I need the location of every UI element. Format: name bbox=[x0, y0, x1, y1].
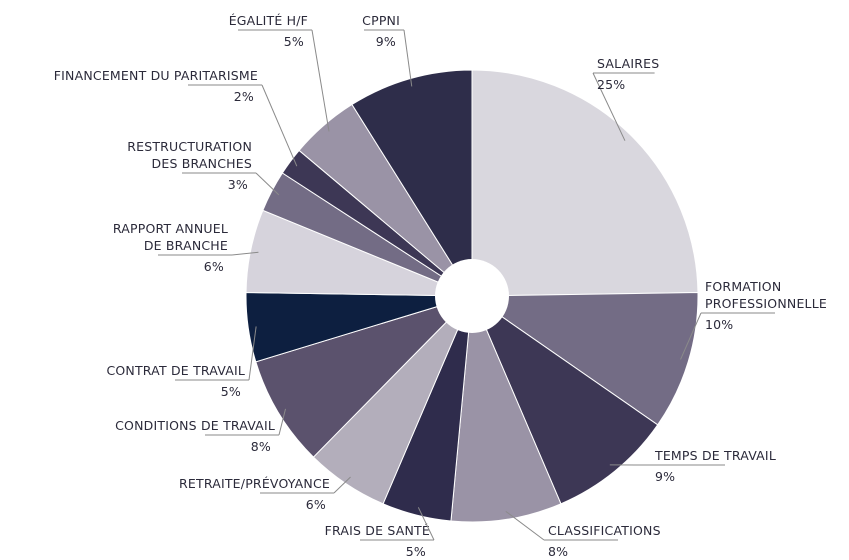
leader-line bbox=[261, 84, 298, 167]
pie-slice bbox=[450, 295, 562, 523]
slice-label: RAPPORT ANNUEL DE BRANCHE bbox=[113, 221, 228, 253]
pie-slice bbox=[470, 291, 699, 426]
value-label: 9% bbox=[655, 469, 675, 484]
slice-label: RESTRUCTURATION DES BRANCHES bbox=[127, 139, 252, 171]
pie-slice bbox=[470, 294, 659, 505]
label-line: DE BRANCHE bbox=[144, 238, 228, 253]
leader-line bbox=[255, 172, 280, 196]
label-line: FORMATION bbox=[705, 279, 781, 294]
leader-line bbox=[403, 29, 413, 87]
value-label: 2% bbox=[234, 89, 254, 104]
value-label: 8% bbox=[251, 439, 271, 454]
leader-line bbox=[278, 408, 286, 436]
slice-label: CLASSIFICATIONS bbox=[548, 523, 661, 538]
label-line: PROFESSIONNELLE bbox=[705, 296, 827, 311]
leader-line bbox=[333, 476, 351, 494]
pie-slice bbox=[471, 69, 699, 297]
label-line: DES BRANCHES bbox=[152, 156, 252, 171]
leader-line bbox=[680, 312, 702, 360]
label-line: TEMPS DE TRAVAIL bbox=[654, 448, 776, 463]
label-line: RETRAITE/PRÉVOYANCE bbox=[179, 476, 330, 491]
label-line: CONDITIONS DE TRAVAIL bbox=[115, 418, 275, 433]
value-label: 25% bbox=[597, 77, 625, 92]
leader-line bbox=[592, 72, 626, 141]
label-line: CONTRAT DE TRAVAIL bbox=[106, 363, 245, 378]
value-label: 5% bbox=[406, 544, 426, 559]
label-line: SALAIRES bbox=[597, 56, 659, 71]
slice-label: CPPNI bbox=[362, 13, 400, 28]
value-label: 5% bbox=[221, 384, 241, 399]
slice-label: ÉGALITÉ H/F bbox=[229, 13, 308, 28]
label-line: ÉGALITÉ H/F bbox=[229, 13, 308, 28]
slice-label: FORMATION PROFESSIONNELLE bbox=[705, 279, 827, 311]
leader-line bbox=[417, 507, 435, 541]
slice-label: RETRAITE/PRÉVOYANCE bbox=[179, 476, 330, 491]
value-label: 6% bbox=[204, 259, 224, 274]
leader-line bbox=[505, 510, 545, 541]
slice-label: TEMPS DE TRAVAIL bbox=[654, 448, 776, 463]
pie-hole bbox=[435, 259, 509, 333]
label-line: CPPNI bbox=[362, 13, 400, 28]
slice-label: CONTRAT DE TRAVAIL bbox=[106, 363, 245, 378]
leader-line bbox=[231, 251, 259, 256]
leader-line bbox=[311, 29, 330, 132]
label-line: RAPPORT ANNUEL bbox=[113, 221, 228, 236]
leader-line bbox=[248, 326, 257, 381]
label-line: FINANCEMENT DU PARITARISME bbox=[54, 68, 258, 83]
label-line: FRAIS DE SANTÉ bbox=[325, 523, 430, 538]
label-line: RESTRUCTURATION bbox=[127, 139, 252, 154]
value-label: 3% bbox=[228, 177, 248, 192]
label-line: CLASSIFICATIONS bbox=[548, 523, 661, 538]
slice-label: CONDITIONS DE TRAVAIL bbox=[115, 418, 275, 433]
slice-label: SALAIRES bbox=[597, 56, 659, 71]
value-label: 9% bbox=[376, 34, 396, 49]
pie-slice bbox=[351, 69, 473, 298]
pie-slice bbox=[255, 295, 473, 458]
slice-label: FINANCEMENT DU PARITARISME bbox=[54, 68, 258, 83]
value-label: 8% bbox=[548, 544, 568, 559]
slice-label: FRAIS DE SANTÉ bbox=[325, 523, 430, 538]
value-label: 10% bbox=[705, 317, 733, 332]
value-label: 5% bbox=[284, 34, 304, 49]
value-label: 6% bbox=[306, 497, 326, 512]
